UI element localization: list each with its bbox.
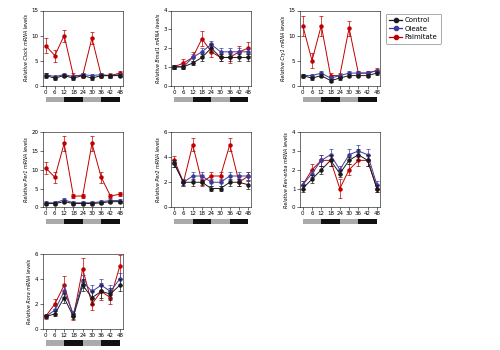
FancyBboxPatch shape xyxy=(192,97,211,102)
FancyBboxPatch shape xyxy=(211,219,230,224)
FancyBboxPatch shape xyxy=(322,97,340,102)
FancyBboxPatch shape xyxy=(302,97,322,102)
FancyBboxPatch shape xyxy=(82,97,101,102)
FancyBboxPatch shape xyxy=(174,219,193,224)
FancyBboxPatch shape xyxy=(82,219,101,224)
FancyBboxPatch shape xyxy=(46,340,64,345)
FancyBboxPatch shape xyxy=(101,97,120,102)
Y-axis label: Relative Per1 mRNA levels: Relative Per1 mRNA levels xyxy=(24,138,28,202)
Legend: Control, Oleate, Palmitate: Control, Oleate, Palmitate xyxy=(386,14,441,44)
FancyBboxPatch shape xyxy=(174,97,193,102)
FancyBboxPatch shape xyxy=(64,219,82,224)
FancyBboxPatch shape xyxy=(192,219,211,224)
FancyBboxPatch shape xyxy=(211,97,230,102)
FancyBboxPatch shape xyxy=(46,219,64,224)
FancyBboxPatch shape xyxy=(230,97,248,102)
FancyBboxPatch shape xyxy=(322,219,340,224)
FancyBboxPatch shape xyxy=(230,219,248,224)
Y-axis label: Relative Bmal1 mRNA levels: Relative Bmal1 mRNA levels xyxy=(156,13,160,83)
FancyBboxPatch shape xyxy=(64,340,82,345)
FancyBboxPatch shape xyxy=(101,340,120,345)
Y-axis label: Relative Cry1 mRNA levels: Relative Cry1 mRNA levels xyxy=(280,15,285,80)
FancyBboxPatch shape xyxy=(358,219,377,224)
Y-axis label: Relative Rev-erba mRNA levels: Relative Rev-erba mRNA levels xyxy=(284,132,289,208)
FancyBboxPatch shape xyxy=(46,97,64,102)
FancyBboxPatch shape xyxy=(358,97,377,102)
FancyBboxPatch shape xyxy=(64,97,82,102)
FancyBboxPatch shape xyxy=(340,219,358,224)
FancyBboxPatch shape xyxy=(302,219,322,224)
Y-axis label: Relative Per2 mRNA levels: Relative Per2 mRNA levels xyxy=(156,138,160,202)
Y-axis label: Relative Rora mRNA levels: Relative Rora mRNA levels xyxy=(27,259,32,324)
Y-axis label: Relative Clock mRNA levels: Relative Clock mRNA levels xyxy=(24,15,28,82)
FancyBboxPatch shape xyxy=(101,219,120,224)
FancyBboxPatch shape xyxy=(340,97,358,102)
FancyBboxPatch shape xyxy=(82,340,101,345)
